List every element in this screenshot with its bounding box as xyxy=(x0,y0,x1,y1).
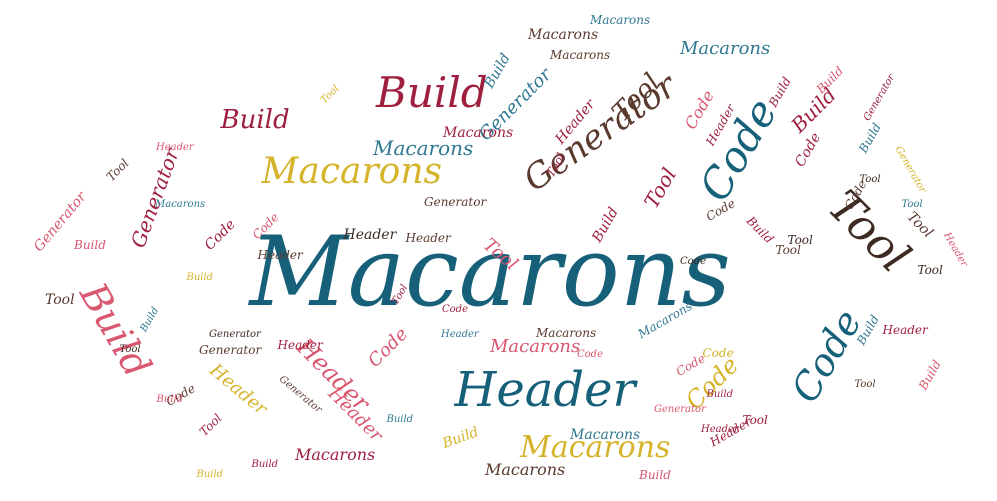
cloud-word-tool: Tool xyxy=(859,174,881,185)
cloud-word-macarons: Macarons xyxy=(680,38,771,59)
cloud-word-code: Code xyxy=(782,302,870,410)
cloud-word-tool: Tool xyxy=(775,243,801,257)
cloud-word-build: Build xyxy=(386,414,414,425)
cloud-word-tool: Tool xyxy=(119,344,141,355)
cloud-word-header: Header xyxy=(405,231,451,245)
cloud-word-macarons: Macarons xyxy=(443,125,514,141)
cloud-word-build: Build xyxy=(915,357,944,393)
cloud-word-generator: Generator xyxy=(209,329,261,340)
cloud-word-generator: Generator xyxy=(199,343,262,357)
cloud-word-macarons: Macarons xyxy=(536,326,597,340)
cloud-word-macarons: Macarons xyxy=(261,151,443,192)
cloud-word-code: Code xyxy=(792,130,825,170)
cloud-word-build: Build xyxy=(376,68,488,117)
cloud-word-build: Build xyxy=(251,459,279,470)
cloud-word-tool: Tool xyxy=(196,411,225,439)
cloud-word-code: Code xyxy=(201,216,239,254)
cloud-word-tool: Tool xyxy=(639,163,682,213)
cloud-word-macarons: Macarons xyxy=(373,136,474,160)
cloud-word-build: Build xyxy=(220,105,290,135)
cloud-word-header: Header xyxy=(882,323,928,337)
cloud-word-header: Header xyxy=(257,248,303,262)
cloud-word-macarons: Macarons xyxy=(520,430,671,465)
cloud-word-code: Code xyxy=(442,304,468,315)
cloud-word-build: Build xyxy=(765,74,794,110)
cloud-word-macarons: Macarons xyxy=(490,336,581,357)
cloud-word-build: Build xyxy=(137,305,161,335)
cloud-word-macarons: Macarons xyxy=(550,48,611,62)
cloud-word-generator: Generator xyxy=(892,144,929,195)
cloud-word-tool: Tool xyxy=(103,156,132,184)
cloud-word-build: Build xyxy=(855,120,884,156)
cloud-word-generator: Generator xyxy=(276,373,324,416)
cloud-word-tool: Tool xyxy=(901,199,923,210)
cloud-word-build: Build xyxy=(785,82,841,138)
cloud-word-tool: Tool xyxy=(318,83,342,107)
cloud-word-build: Build xyxy=(74,238,106,252)
cloud-word-build: Build xyxy=(743,213,777,247)
cloud-word-tool: Tool xyxy=(787,233,813,247)
cloud-word-macarons: Macarons xyxy=(249,216,731,328)
cloud-word-macarons: Macarons xyxy=(528,27,599,43)
cloud-word-generator: Generator xyxy=(424,195,487,209)
cloud-word-build: Build xyxy=(156,394,184,405)
cloud-word-header: Header xyxy=(343,227,397,243)
cloud-word-tool: Tool xyxy=(854,379,876,390)
cloud-word-header: Header xyxy=(941,230,970,269)
cloud-word-macarons: Macarons xyxy=(295,445,376,464)
cloud-word-header: Header xyxy=(277,338,323,352)
cloud-word-macarons: Macarons xyxy=(485,460,566,479)
cloud-word-header: Header xyxy=(156,142,194,153)
cloud-word-code: Code xyxy=(363,323,412,372)
cloud-word-build: Build xyxy=(186,272,214,283)
cloud-word-tool: Tool xyxy=(917,263,943,277)
cloud-word-code: Code xyxy=(702,346,734,360)
cloud-word-generator: Generator xyxy=(861,72,898,123)
cloud-word-macarons: Macarons xyxy=(570,427,641,443)
cloud-word-generator: Generator xyxy=(125,145,184,251)
cloud-word-header: Header xyxy=(205,359,272,420)
cloud-word-macarons: Macarons xyxy=(590,13,651,27)
cloud-word-header: Header xyxy=(701,424,739,435)
cloud-word-tool: Tool xyxy=(742,413,768,427)
cloud-word-generator: Generator xyxy=(654,404,706,415)
cloud-word-header: Header xyxy=(441,329,479,340)
cloud-word-build: Build xyxy=(639,468,671,482)
cloud-word-tool: Tool xyxy=(45,292,75,308)
cloud-word-build: Build xyxy=(706,389,734,400)
cloud-word-code: Code xyxy=(577,349,603,360)
cloud-word-code: Code xyxy=(680,256,706,267)
cloud-word-build: Build xyxy=(439,424,481,452)
cloud-word-build: Build xyxy=(196,469,224,480)
cloud-word-header: Header xyxy=(454,362,636,418)
cloud-word-macarons: Macarons xyxy=(155,199,206,210)
